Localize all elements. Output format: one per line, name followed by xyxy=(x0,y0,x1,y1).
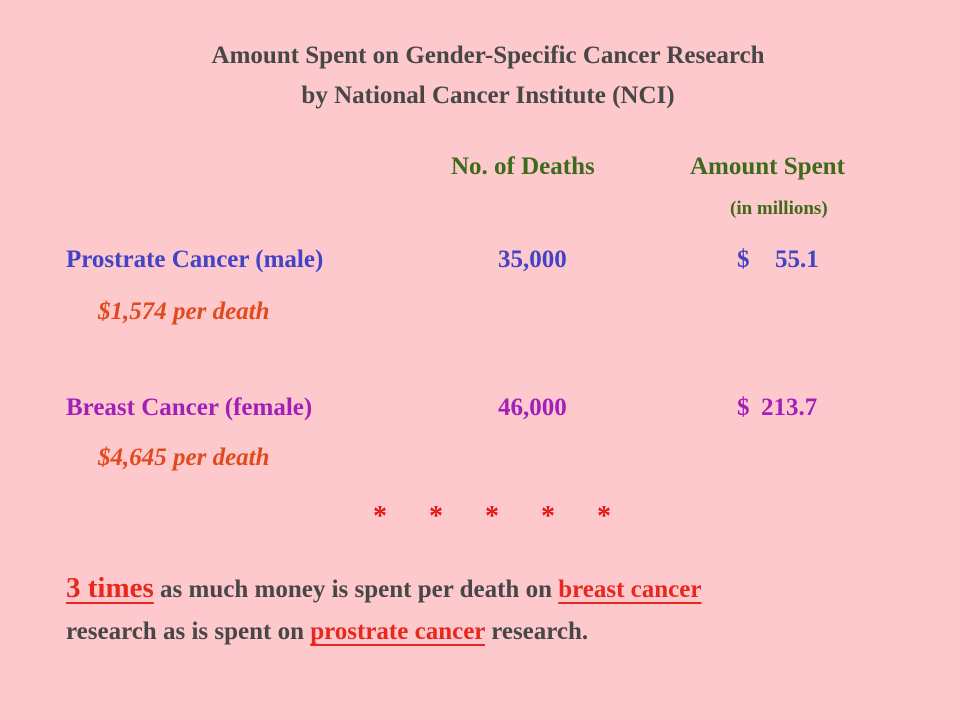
star-glyph: * xyxy=(485,501,499,532)
row-prostate-amount: 55.1 xyxy=(775,246,819,273)
conclusion-text-2: research as is spent on xyxy=(66,618,304,645)
row-breast-per-death: $4,645 per death xyxy=(98,444,270,471)
conclusion-line-1: 3 times as much money is spent per death… xyxy=(66,572,701,605)
star-separator: * * * * * xyxy=(352,501,632,533)
star-glyph: * xyxy=(373,501,387,532)
row-breast-label: Breast Cancer (female) xyxy=(66,394,313,421)
conclusion-text-1: as much money is spent per death on xyxy=(160,576,552,603)
row-prostate-per-death: $1,574 per death xyxy=(98,298,270,325)
header-amount: Amount Spent xyxy=(690,153,845,180)
star-glyph: * xyxy=(597,501,611,532)
row-breast-deaths: 46,000 xyxy=(498,394,567,421)
conclusion-emphasis: 3 times xyxy=(66,572,154,604)
conclusion-prostrate-cancer: prostrate cancer xyxy=(310,618,485,645)
conclusion-breast-cancer: breast cancer xyxy=(558,576,702,603)
row-prostate-deaths: 35,000 xyxy=(498,246,567,273)
row-breast-currency: $ xyxy=(737,394,750,421)
star-glyph: * xyxy=(541,501,555,532)
header-deaths: No. of Deaths xyxy=(451,153,595,180)
row-prostate-label: Prostrate Cancer (male) xyxy=(66,246,324,273)
title-line-1: Amount Spent on Gender-Specific Cancer R… xyxy=(211,42,765,69)
row-prostate-currency: $ xyxy=(737,246,750,273)
title-line-2: by National Cancer Institute (NCI) xyxy=(301,82,675,109)
row-breast-amount: 213.7 xyxy=(761,394,818,421)
conclusion-text-3: research. xyxy=(491,618,589,645)
star-glyph: * xyxy=(429,501,443,532)
header-amount-unit: (in millions) xyxy=(730,198,828,219)
conclusion-line-2: research as is spent on prostrate cancer… xyxy=(66,618,588,646)
